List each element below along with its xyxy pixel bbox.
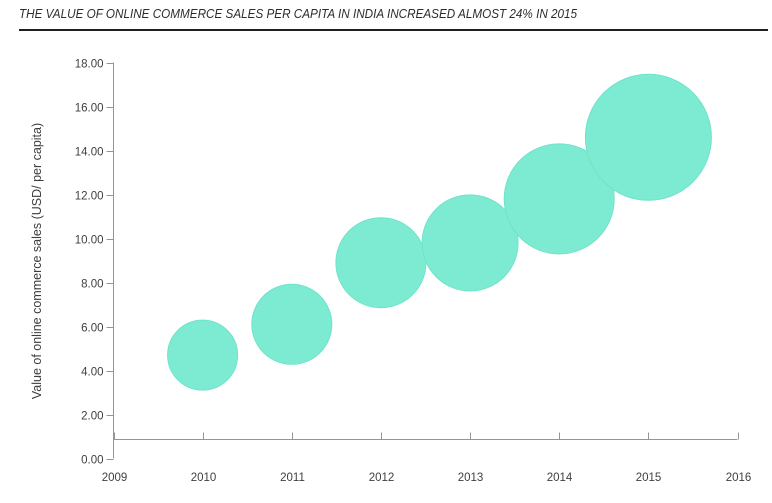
y-axis-title: Value of online commerce sales (USD/ per… xyxy=(30,122,44,400)
x-tick-label: 2016 xyxy=(726,472,752,484)
y-tick-label: 14.00 xyxy=(75,147,104,159)
y-tick-label: 10.00 xyxy=(75,235,104,247)
y-tick-label: 12.00 xyxy=(75,191,104,203)
bubble-2015 xyxy=(584,73,712,201)
bubble-2011 xyxy=(251,283,333,365)
y-tick-label: 0.00 xyxy=(81,455,103,467)
x-tick-label: 2013 xyxy=(458,472,484,484)
x-tick-label: 2012 xyxy=(369,472,395,484)
y-tick-label: 16.00 xyxy=(75,103,104,115)
y-tick-label: 8.00 xyxy=(81,279,103,291)
y-tick-label: 18.00 xyxy=(75,59,104,71)
y-tick-label: 4.00 xyxy=(81,367,103,379)
x-tick-label: 2011 xyxy=(280,472,305,484)
bubble-2014 xyxy=(503,143,615,255)
x-tick-label: 2014 xyxy=(547,472,573,484)
title-divider xyxy=(19,29,768,31)
x-tick-label: 2010 xyxy=(191,472,217,484)
y-tick-label: 6.00 xyxy=(81,323,103,335)
bubble-2012 xyxy=(335,217,427,309)
x-tick-label: 2009 xyxy=(102,472,128,484)
x-tick-label: 2015 xyxy=(636,472,662,484)
chart-title: THE VALUE OF ONLINE COMMERCE SALES PER C… xyxy=(19,6,578,21)
bubble-2010 xyxy=(167,319,239,391)
y-tick-label: 2.00 xyxy=(81,411,103,423)
bubble-2013 xyxy=(421,194,519,292)
